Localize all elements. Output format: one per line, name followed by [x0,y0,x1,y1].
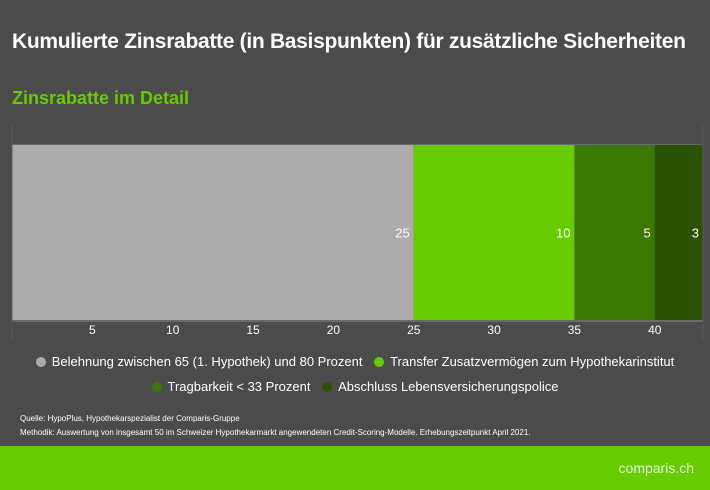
data-label: 25 [395,226,409,241]
legend-item: Transfer Zusatzvermögen zum Hypothekarin… [374,354,674,369]
legend-item: Belehnung zwischen 65 (1. Hypothek) und … [35,354,363,369]
legend-label: Abschluss Lebensversicherungspolice [338,379,559,394]
legend-item: Tragbarkeit < 33 Prozent [151,379,311,394]
data-label: 3 [692,226,699,241]
bar-segment [413,145,575,320]
legend-label: Tragbarkeit < 33 Prozent [167,379,311,394]
legend-swatch-icon [322,381,333,392]
x-tick-label: 20 [327,323,341,337]
chart-subtitle: Zinsrabatte im Detail [12,88,190,108]
source-note: Quelle: HypoPlus, Hypothekarspezialist d… [20,414,240,423]
data-label: 10 [556,226,570,241]
x-tick-label: 10 [166,323,180,337]
legend-label: Belehnung zwischen 65 (1. Hypothek) und … [51,354,363,369]
x-tick-label: 25 [407,323,421,337]
legend-item: Abschluss Lebensversicherungspolice [322,379,559,394]
legend-label: Transfer Zusatzvermögen zum Hypothekarin… [390,354,675,369]
legend-swatch-icon [374,356,385,367]
bar-segment [12,145,414,320]
x-tick-label: 35 [568,323,582,337]
bar-segment [654,145,703,320]
stacked-bar-chart: 25 10 5 35 10 15 20 25 30 35 40 [11,125,704,340]
data-label: 5 [644,226,651,241]
comparis-logo: comparis.ch [618,460,694,476]
x-tick-label: 15 [246,323,260,337]
chart-title: Kumulierte Zinsrabatte (in Basispunkten)… [12,30,686,53]
x-tick-label: 30 [487,323,501,337]
bar-segment [574,145,655,320]
footer-bar: comparis.ch [0,446,710,490]
legend-row-2: Tragbarkeit < 33 Prozent Abschluss Leben… [0,379,710,395]
x-tick-label: 40 [648,323,662,337]
legend-swatch-icon [151,381,162,392]
method-note: Methodik: Auswertung von insgesamt 50 im… [20,428,531,437]
x-tick-label: 5 [89,323,96,337]
legend-row-1: Belehnung zwischen 65 (1. Hypothek) und … [0,354,710,370]
legend-swatch-icon [35,356,46,367]
